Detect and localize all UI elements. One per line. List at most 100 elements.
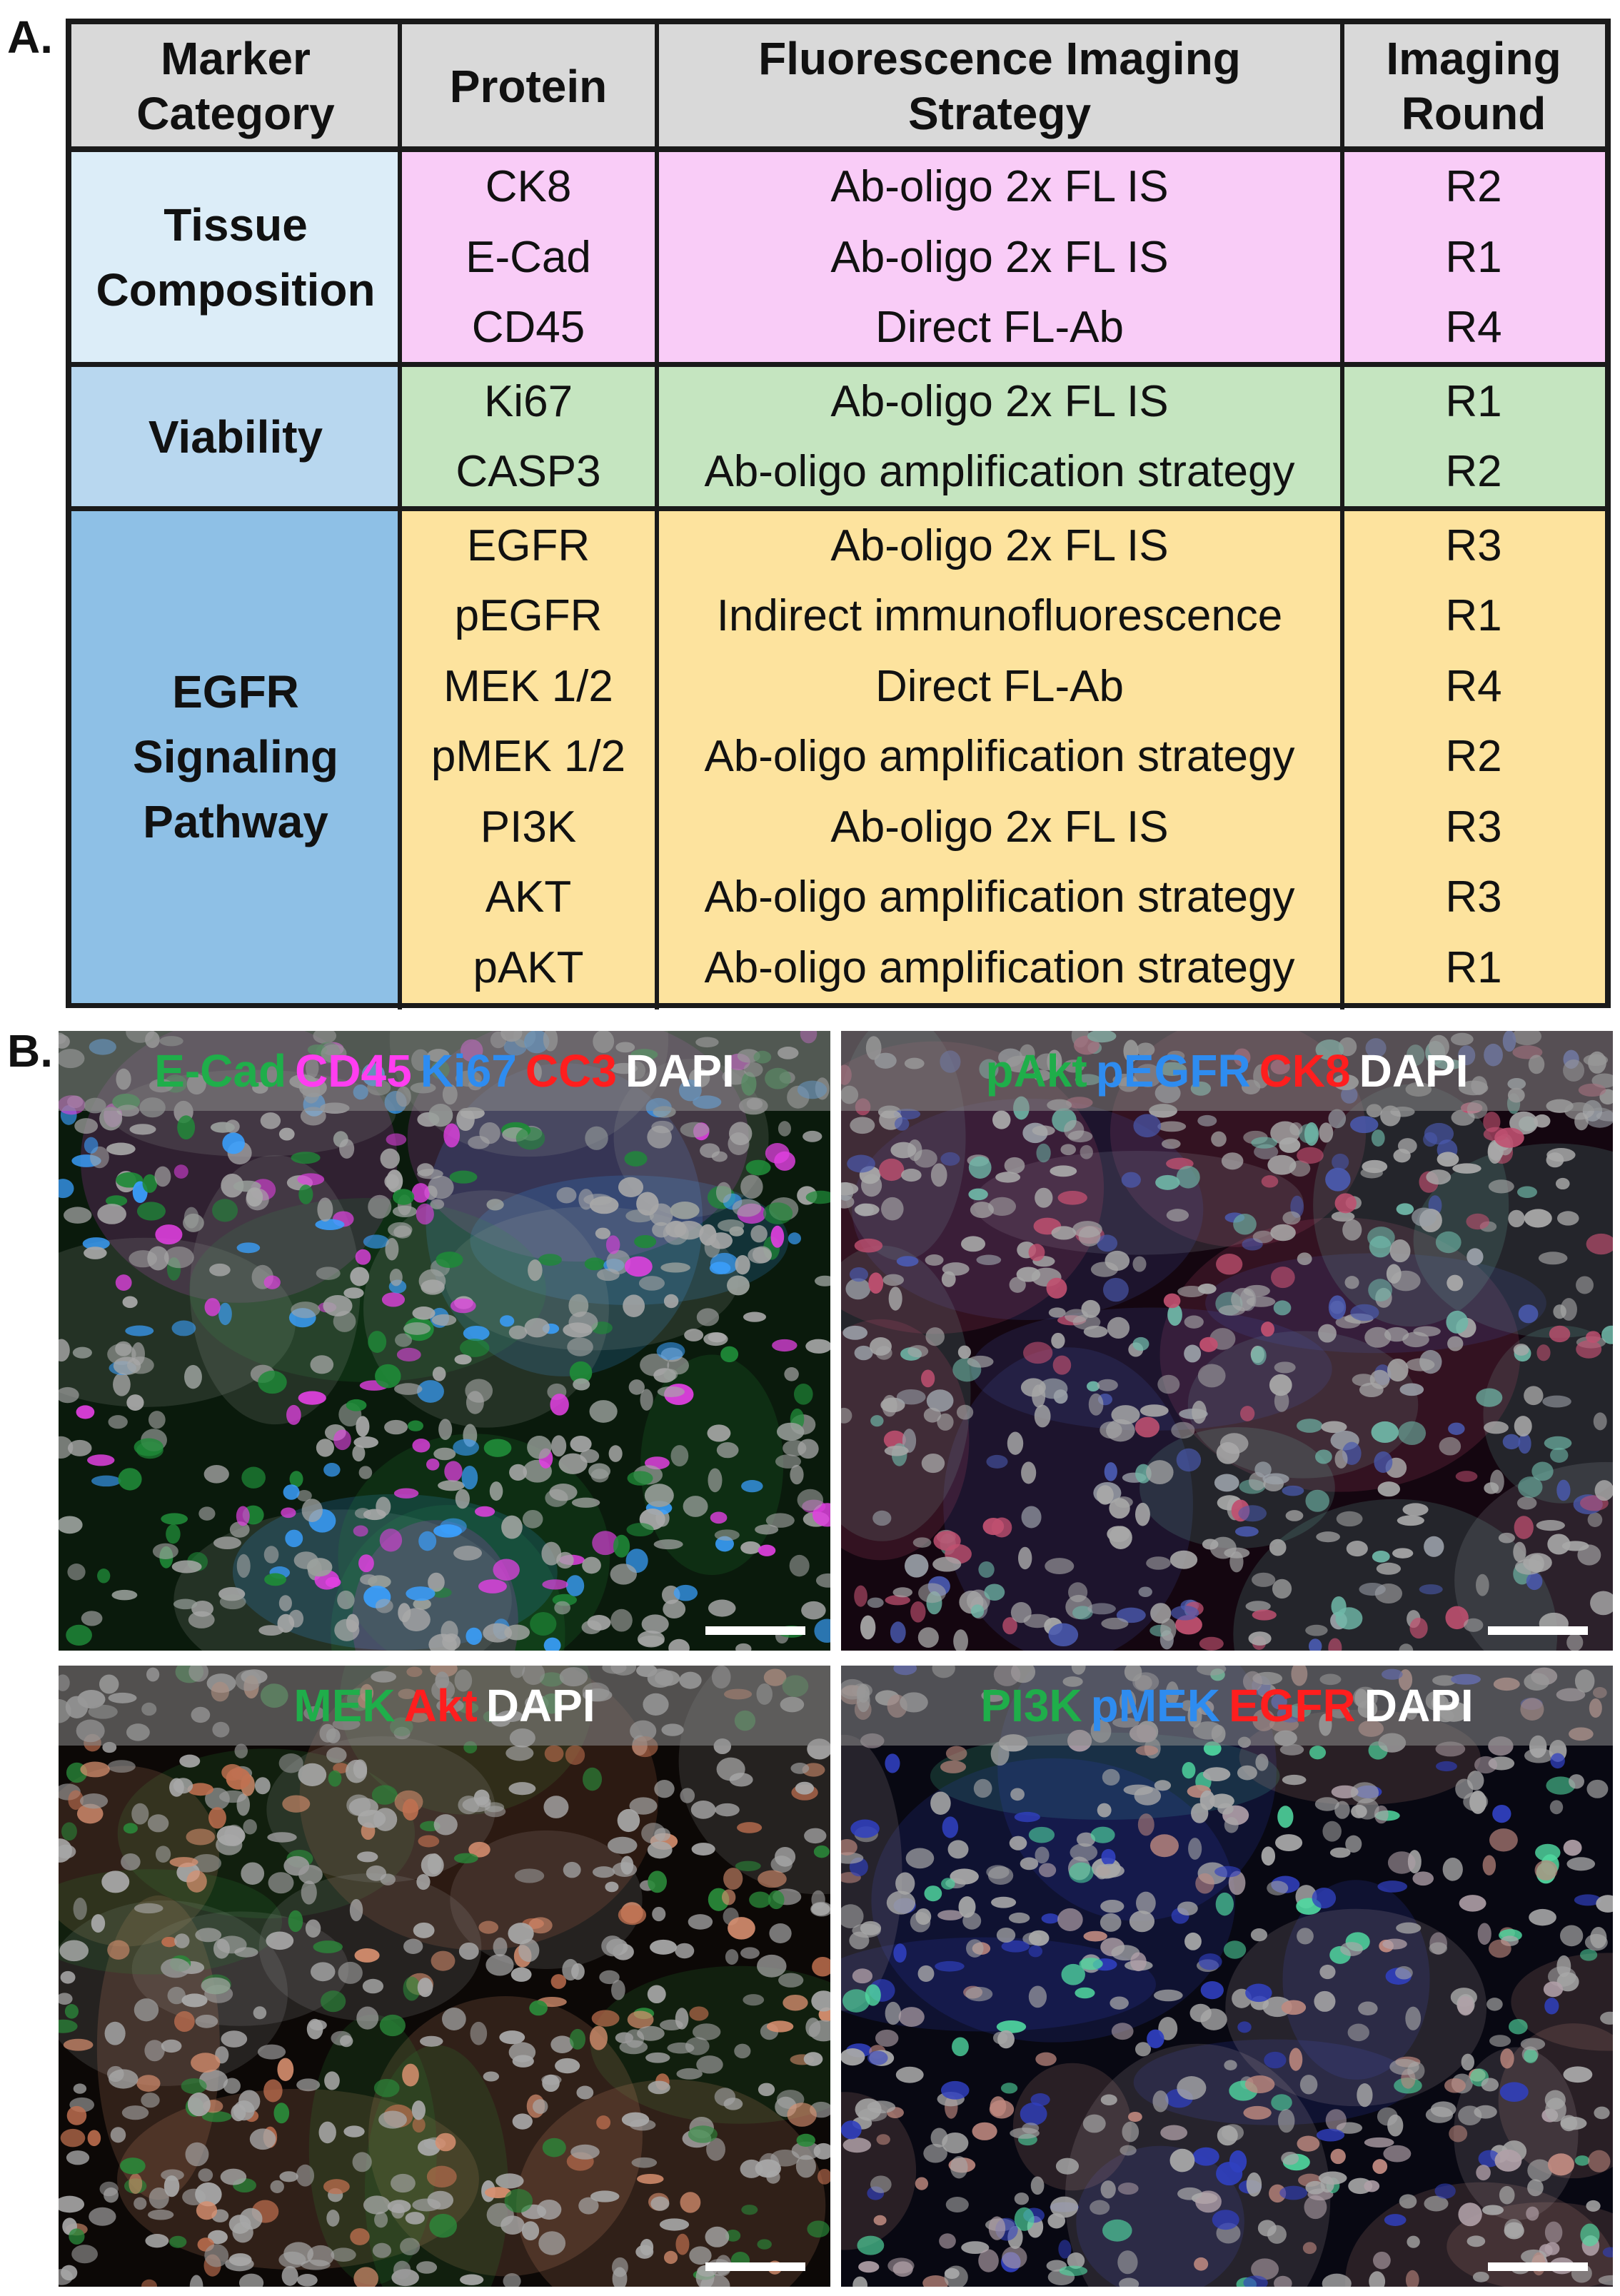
cell-nucleus [1576,1340,1602,1359]
cell-nucleus [104,2187,119,2203]
tissue-region [1076,2145,1244,2287]
cell-nucleus [970,1604,985,1618]
cell-nucleus [907,1139,922,1162]
channel-label: CC3 [525,1045,617,1097]
cell-nucleus [1412,1207,1437,1227]
tissue-region [232,1494,558,1651]
cell-nucleus [59,1993,73,2005]
cell-nucleus [1233,1213,1257,1235]
cell-nucleus [774,1151,796,1171]
cell-nucleus [1446,1310,1469,1334]
cell-nucleus [1546,1776,1576,1795]
cell-nucleus [438,1419,453,1441]
cell-nucleus [59,1516,83,1534]
cell-nucleus [788,1232,801,1244]
cell-nucleus [297,2274,318,2287]
cell-nucleus [1161,1139,1181,1149]
cell-nucleus [1392,1548,1414,1559]
cell-nucleus [1122,2121,1139,2143]
cell-nucleus [115,1341,132,1356]
cell-nucleus [129,1124,156,1135]
cell-nucleus [504,2188,533,2213]
cell-nucleus [101,1870,130,1893]
cell-nucleus [1586,1331,1601,1343]
cell-nucleus [663,1222,689,1245]
cell-nucleus [405,2212,425,2225]
cell-nucleus [522,1509,543,1529]
cell-nucleus [283,1484,300,1500]
cell-nucleus [1087,1603,1116,1615]
cell-nucleus [1239,1406,1255,1421]
cell-nucleus [1243,2275,1268,2287]
cell-nucleus [1007,1431,1024,1455]
cell-nucleus [729,1773,753,1787]
cell-nucleus [155,1846,171,1863]
cell-nucleus [1547,1534,1571,1555]
cell-nucleus [64,2004,79,2019]
cell-nucleus [1393,1149,1411,1163]
cell-nucleus [1499,2082,1529,2102]
cell-nucleus [79,1793,109,1809]
cell-nucleus [1407,2235,1420,2248]
cell-nucleus [757,1954,787,1978]
channel-label: pAkt [985,1045,1087,1097]
cell-nucleus [641,1614,669,1634]
round-cell: R4 [1445,661,1502,711]
cell-nucleus [296,2078,321,2092]
cell-nucleus [291,1152,321,1164]
cell-nucleus [1147,2029,1164,2049]
cell-nucleus [1305,2180,1325,2195]
cell-nucleus [268,1872,294,1894]
cell-nucleus [339,1139,355,1159]
cell-nucleus [791,2141,821,2160]
table-header-cell: Fluorescence Imaging Strategy [657,24,1342,148]
cell-nucleus [144,2040,165,2062]
cell-nucleus [196,2201,218,2220]
cell-nucleus [910,1601,926,1623]
cell-nucleus [278,1595,292,1612]
cell-nucleus [121,1853,141,1870]
tissue-texture [841,1031,1613,1651]
cell-nucleus [1281,2151,1299,2165]
cell-nucleus [1184,1315,1204,1329]
cell-nucleus [1508,2018,1528,2035]
cell-nucleus [375,1364,401,1389]
cell-nucleus [569,2028,586,2050]
cell-nucleus [155,1224,183,1245]
cell-nucleus [982,1517,1005,1536]
cell-nucleus [441,1621,458,1643]
round-cell: R3 [1445,802,1502,852]
cell-nucleus [1488,1179,1514,1194]
cell-nucleus [1120,2145,1137,2156]
cell-nucleus [930,1163,947,1187]
cell-nucleus [267,1832,297,1843]
cell-nucleus [1153,1989,1183,2002]
cell-nucleus [115,1274,132,1292]
strategy-cell: Ab-oligo 2x FL IS [830,232,1169,282]
cell-nucleus [277,1613,295,1633]
cell-nucleus [82,1237,110,1250]
cell-nucleus [887,2257,915,2274]
cell-nucleus [986,1454,1008,1469]
cell-nucleus [1584,1933,1608,1951]
cell-nucleus [1481,2078,1499,2092]
cell-nucleus [1022,2123,1040,2134]
cell-nucleus [592,1531,619,1556]
cell-nucleus [1234,1526,1259,1537]
cell-nucleus [1237,1765,1257,1781]
cell-nucleus [317,1197,333,1222]
cell-nucleus [1457,1995,1474,2016]
cell-nucleus [1334,1801,1350,1819]
cell-nucleus [353,1759,368,1779]
cell-nucleus [99,1107,123,1131]
cell-nucleus [1134,1416,1160,1438]
cell-nucleus [363,1234,389,1249]
cell-nucleus [97,1204,126,1224]
cell-nucleus [508,1782,536,1796]
cell-nucleus [396,1347,421,1361]
cell-nucleus [537,2199,562,2220]
cell-nucleus [576,2085,594,2100]
cell-nucleus [740,1541,761,1554]
cell-nucleus [563,1861,581,1878]
cell-nucleus [368,1575,391,1588]
